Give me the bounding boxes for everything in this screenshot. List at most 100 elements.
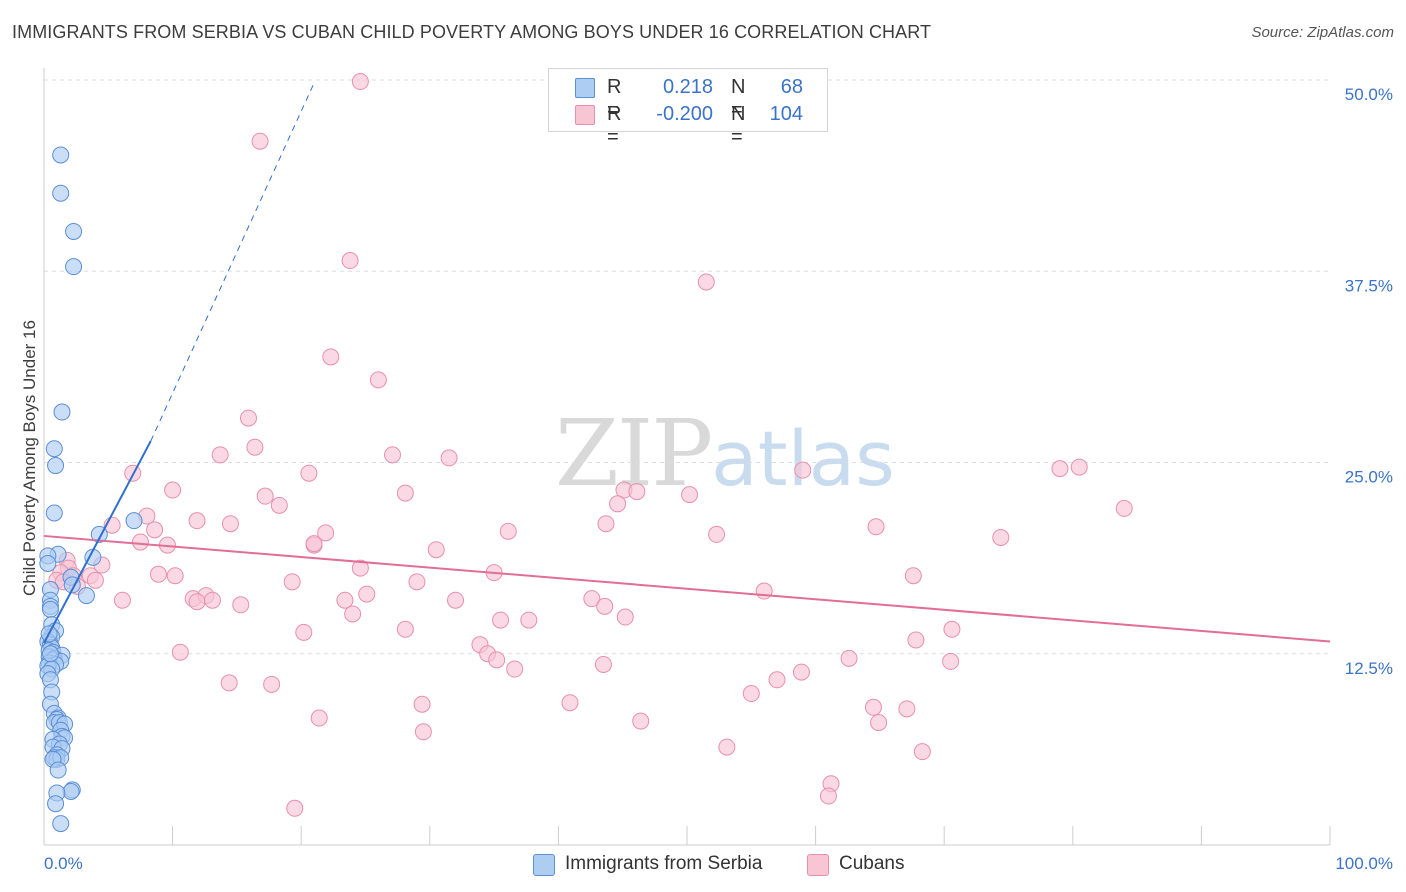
cuban-point [263, 675, 281, 693]
cuban-point [283, 573, 301, 591]
cuban-point [488, 651, 506, 669]
cuban-point [164, 481, 182, 499]
watermark-atlas: atlas [711, 414, 895, 503]
chart-title: IMMIGRANTS FROM SERBIA VS CUBAN CHILD PO… [12, 22, 932, 42]
cuban-point [232, 596, 250, 614]
cuban-point [755, 582, 773, 600]
cuban-point [286, 799, 304, 817]
cuban-point [440, 449, 458, 467]
cuban-point [427, 541, 445, 559]
cuban-point [708, 525, 726, 543]
cuban-point [697, 273, 715, 291]
cuban-point [768, 671, 786, 689]
serbia-point [39, 554, 57, 572]
cuban-point [358, 585, 376, 603]
cuban-point [499, 522, 517, 540]
cubans-trend-line [43, 534, 1331, 643]
cuban-point [594, 655, 612, 673]
cuban-point [718, 738, 736, 756]
cuban-point [317, 524, 335, 542]
cuban-point [1051, 460, 1069, 478]
cuban-point [396, 620, 414, 638]
cuban-point [146, 521, 164, 539]
cuban-point [561, 694, 579, 712]
cuban-point [351, 559, 369, 577]
source-credit: Source: ZipAtlas.com [1251, 24, 1394, 41]
cuban-point [609, 495, 627, 513]
cuban-point [310, 709, 328, 727]
cuban-point [251, 132, 269, 150]
cuban-point [520, 611, 538, 629]
correlation-legend: R = 0.218 N = 68 R = -0.200 N = 104 [548, 68, 828, 148]
serbia-point [52, 815, 70, 833]
cuban-point [492, 611, 510, 629]
cuban-point [246, 438, 264, 456]
cuban-point [992, 528, 1010, 546]
cuban-point [904, 567, 922, 585]
cuban-point [819, 787, 837, 805]
cuban-point [221, 515, 239, 533]
legend-r-label: R = [607, 76, 622, 121]
y-tick-label: 50.0% [1345, 85, 1393, 104]
serbia-point [52, 146, 70, 164]
cuban-point [322, 348, 340, 366]
cuban-point [792, 663, 810, 681]
cuban-point [1115, 499, 1133, 517]
cuban-point [447, 591, 465, 609]
serbia-point [41, 645, 59, 663]
cuban-point [396, 484, 414, 502]
serbia-point [49, 761, 67, 779]
cuban-point [408, 573, 426, 591]
cuban-point [840, 649, 858, 667]
cuban-point [616, 608, 634, 626]
cuban-point [596, 597, 614, 615]
serbia-point [65, 222, 83, 240]
cuban-point [256, 487, 274, 505]
legend-n-label: N = [731, 76, 746, 121]
y-tick-label: 37.5% [1345, 276, 1393, 295]
cuban-point [867, 518, 885, 536]
cuban-point [870, 714, 888, 732]
cuban-point [414, 723, 432, 741]
legend-label-cubans: Cubans [839, 853, 905, 874]
cuban-point [341, 252, 359, 270]
cuban-point [898, 700, 916, 718]
cuban-point [384, 446, 402, 464]
legend-n-value: 68 [780, 76, 803, 98]
x-tick-label: 100.0% [1335, 854, 1393, 873]
cuban-point [369, 371, 387, 389]
legend-n-value: 104 [769, 103, 803, 125]
legend-n-label: N = [731, 103, 746, 148]
serbia-point [52, 184, 70, 202]
cuban-point [913, 743, 931, 761]
cuban-point [864, 698, 882, 716]
cuban-point [149, 565, 167, 583]
cuban-point [188, 512, 206, 530]
serbia-point [77, 587, 95, 605]
serbia-point [125, 512, 143, 530]
cuban-point [305, 535, 323, 553]
y-tick-label: 25.0% [1345, 468, 1393, 487]
cuban-point [113, 591, 131, 609]
serbia-point [47, 457, 65, 475]
y-tick-label: 12.5% [1345, 659, 1393, 678]
cuban-point [351, 73, 369, 91]
serbia-point [45, 440, 63, 458]
cuban-point [171, 643, 189, 661]
serbia-trend-extension [150, 82, 315, 442]
cuban-point [681, 486, 699, 504]
cuban-point [583, 590, 601, 608]
cuban-point [203, 591, 221, 609]
x-tick-label: 0.0% [44, 854, 83, 873]
legend-label-serbia: Immigrants from Serbia [565, 853, 763, 874]
cuban-point [506, 660, 524, 678]
cuban-point [632, 712, 650, 730]
cuban-point [628, 483, 646, 501]
cuban-point [300, 464, 318, 482]
cuban-point [413, 695, 431, 713]
serbia-point [45, 504, 63, 522]
cuban-point [211, 446, 229, 464]
cuban-point [86, 571, 104, 589]
cuban-point [131, 533, 149, 551]
